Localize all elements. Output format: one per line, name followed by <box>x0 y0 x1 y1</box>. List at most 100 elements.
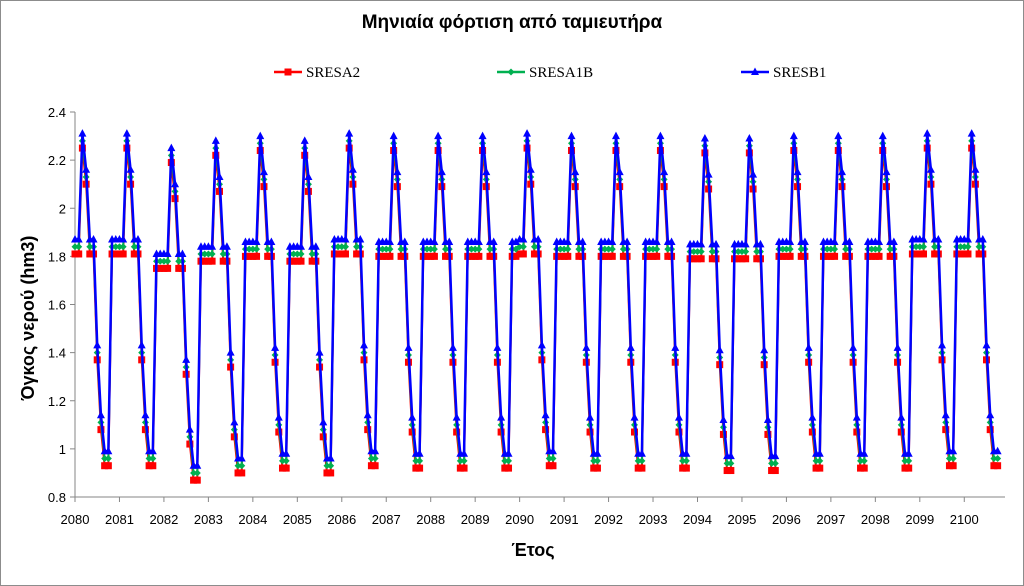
data-point <box>578 237 587 245</box>
data-point <box>253 252 261 260</box>
data-point <box>812 464 820 472</box>
x-tick-label: 2093 <box>639 512 668 527</box>
data-point <box>779 252 787 260</box>
data-point <box>608 237 617 245</box>
data-point <box>990 455 998 462</box>
data-point <box>782 252 790 260</box>
data-point <box>971 165 980 173</box>
data-point <box>897 413 906 421</box>
data-point <box>860 457 868 465</box>
data-point <box>842 252 850 260</box>
data-point <box>804 343 813 351</box>
data-point <box>119 250 127 258</box>
data-point <box>379 252 387 260</box>
data-point <box>386 252 394 260</box>
data-point <box>160 257 168 265</box>
data-point <box>208 257 216 265</box>
data-point <box>697 255 705 263</box>
data-point <box>290 257 298 265</box>
data-point <box>363 410 372 419</box>
data-point <box>86 250 94 258</box>
data-point <box>526 165 535 173</box>
data-point <box>630 413 639 421</box>
data-point <box>367 462 375 470</box>
data-point <box>112 250 120 258</box>
data-point <box>905 464 913 472</box>
data-point <box>430 245 438 253</box>
data-point <box>742 248 750 256</box>
data-point <box>934 235 943 243</box>
x-ticks: 2080 2081 2082 2083 2084 2085 2086 2087 2088 2089… <box>61 497 979 527</box>
data-point <box>353 250 361 258</box>
x-tick-label: 2084 <box>238 512 267 527</box>
data-point <box>75 250 83 258</box>
data-point <box>723 467 731 475</box>
data-point <box>71 243 79 251</box>
data-point <box>119 243 127 251</box>
data-point <box>430 237 439 245</box>
data-point <box>178 249 187 257</box>
data-point <box>404 343 413 351</box>
data-point <box>886 252 894 260</box>
data-point <box>697 239 706 248</box>
data-point <box>167 143 176 152</box>
data-point <box>756 239 765 248</box>
data-point <box>708 248 716 256</box>
data-point <box>920 250 928 258</box>
axes: 0.8 1 1.2 1.4 1.6 1.8 2 2.2 2.4 2080 2081 2082 2083… <box>48 105 1005 527</box>
data-point <box>156 264 164 272</box>
data-point <box>560 252 568 260</box>
data-point <box>353 243 361 251</box>
data-point <box>78 129 87 137</box>
x-tick-label: 2098 <box>861 512 890 527</box>
data-point <box>423 252 431 260</box>
data-point <box>341 235 350 243</box>
data-point <box>530 250 538 258</box>
legend-label: SRESA2 <box>306 65 360 81</box>
data-point <box>797 252 805 260</box>
data-point <box>967 129 976 137</box>
data-point <box>575 252 583 260</box>
data-point <box>93 340 102 349</box>
data-point <box>852 413 861 421</box>
data-point <box>474 237 483 245</box>
data-point <box>204 257 212 265</box>
data-point <box>486 245 494 253</box>
data-point <box>697 248 705 256</box>
data-point <box>264 245 272 253</box>
data-point <box>919 235 928 243</box>
data-point <box>868 252 876 260</box>
data-point <box>219 257 227 265</box>
data-point <box>412 457 420 465</box>
data-point <box>119 235 128 243</box>
data-point <box>605 245 613 253</box>
data-point <box>878 131 887 140</box>
data-point <box>816 464 824 472</box>
data-point <box>371 462 379 470</box>
data-point <box>660 167 669 176</box>
data-point <box>827 252 835 260</box>
data-point <box>960 250 968 258</box>
data-point <box>293 257 301 265</box>
data-point <box>437 167 446 176</box>
data-point <box>471 252 479 260</box>
data-point <box>674 413 683 421</box>
data-point <box>789 131 798 140</box>
data-point <box>497 413 506 421</box>
data-point <box>615 167 624 176</box>
data-point <box>734 255 742 263</box>
x-tick-label: 2095 <box>727 512 756 527</box>
data-point <box>193 476 201 484</box>
data-point <box>912 243 920 251</box>
data-point <box>745 133 754 142</box>
data-point <box>475 252 483 260</box>
data-point <box>259 167 268 176</box>
data-point <box>115 243 123 251</box>
data-point <box>652 237 661 245</box>
data-point <box>593 457 601 465</box>
data-point <box>860 449 869 457</box>
data-point <box>171 179 180 188</box>
data-point <box>590 457 598 465</box>
data-point <box>923 129 932 137</box>
data-point <box>371 446 380 455</box>
